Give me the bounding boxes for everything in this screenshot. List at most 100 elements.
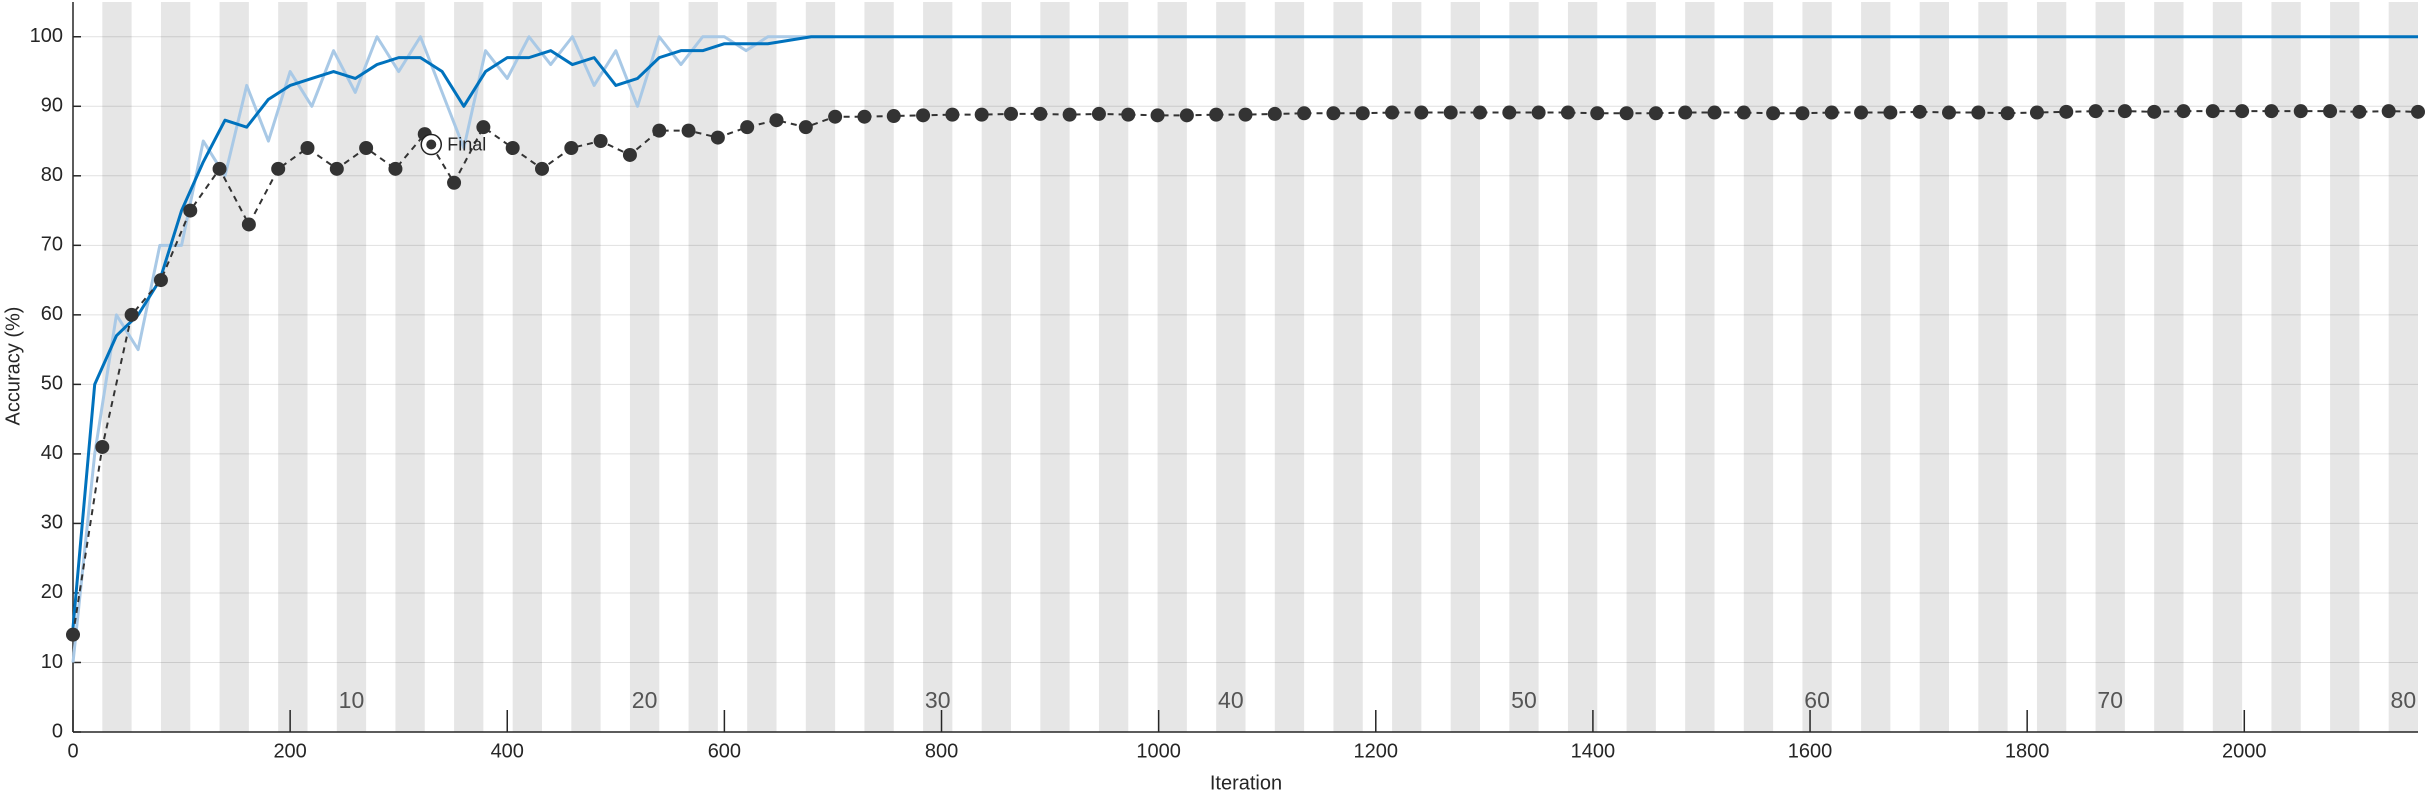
- epoch-band: [1861, 2, 1891, 732]
- x-axis-label: Iteration: [1210, 772, 1282, 794]
- data-point: [212, 161, 227, 176]
- data-point: [2176, 104, 2191, 119]
- x-tick-label: 1800: [2005, 740, 2050, 762]
- series-line: [71, 35, 833, 663]
- data-point: [916, 108, 931, 123]
- data-point: [1414, 105, 1429, 120]
- data-point: [2205, 104, 2220, 119]
- data-point: [2293, 104, 2308, 119]
- epoch-band: [1978, 2, 2008, 732]
- epoch-band: [688, 2, 718, 732]
- x-tick-label: 1600: [1788, 740, 1833, 762]
- data-point: [183, 203, 198, 218]
- data-point: [1971, 105, 1986, 120]
- y-tick-label: 90: [41, 95, 63, 117]
- epoch-band: [219, 2, 249, 732]
- data-point: [710, 130, 725, 145]
- data-point: [1912, 104, 1927, 119]
- data-point: [1942, 105, 1956, 120]
- data-point: [652, 123, 667, 138]
- data-point: [1267, 106, 1282, 121]
- data-point: [857, 109, 872, 124]
- data-point: [1648, 106, 1663, 121]
- x-tick-label: 1000: [1136, 740, 1181, 762]
- epoch-label: 50: [1511, 687, 1537, 713]
- data-point: [1590, 106, 1605, 121]
- data-point: [95, 439, 110, 454]
- data-point: [2088, 104, 2103, 119]
- epoch-band: [160, 2, 191, 732]
- data-point: [886, 109, 901, 124]
- data-point: [945, 107, 960, 122]
- data-point: [153, 273, 168, 288]
- epoch-band: [1509, 2, 1539, 732]
- epoch-band: [278, 2, 308, 732]
- data-point: [1297, 106, 1312, 121]
- epoch-band: [1743, 2, 1774, 732]
- data-point: [1238, 107, 1253, 122]
- x-tick-label: 200: [273, 740, 306, 762]
- data-point: [593, 134, 608, 149]
- data-point: [2147, 104, 2162, 119]
- data-point: [2264, 104, 2279, 119]
- data-point: [1531, 105, 1546, 120]
- data-point: [1502, 105, 1517, 120]
- epoch-band: [1216, 2, 1246, 732]
- epoch-band: [336, 2, 367, 732]
- epoch-label: 60: [1804, 687, 1830, 713]
- data-point: [1443, 105, 1458, 120]
- data-point: [2000, 106, 2015, 121]
- epoch-band: [454, 2, 484, 732]
- epoch-band: [1157, 2, 1187, 732]
- y-tick-label: 10: [41, 651, 63, 673]
- data-point: [1326, 106, 1341, 121]
- epoch-band: [2036, 2, 2067, 732]
- data-point: [2323, 104, 2338, 119]
- data-point: [535, 161, 549, 176]
- data-point: [1121, 107, 1136, 122]
- epoch-band: [1450, 2, 1480, 732]
- epoch-label: 40: [1218, 687, 1244, 713]
- y-tick-label: 40: [41, 442, 63, 464]
- data-point: [1560, 105, 1575, 120]
- data-point: [769, 113, 784, 128]
- epoch-band: [1626, 2, 1656, 732]
- data-point: [359, 141, 374, 155]
- y-tick-label: 50: [41, 373, 63, 395]
- data-point: [1473, 105, 1487, 120]
- epoch-band: [1567, 2, 1598, 732]
- data-point: [300, 141, 315, 155]
- annotation-label: Final: [447, 134, 486, 154]
- data-point: [66, 627, 80, 642]
- epoch-band: [2212, 2, 2243, 732]
- data-point: [1883, 105, 1898, 120]
- data-point: [2117, 104, 2132, 119]
- data-point: [388, 161, 403, 176]
- epoch-band: [1040, 2, 1070, 732]
- data-point: [2029, 105, 2044, 120]
- epoch-band: [1685, 2, 1715, 732]
- epoch-label: 70: [2097, 687, 2123, 713]
- x-tick-label: 2000: [2222, 740, 2267, 762]
- x-tick-label: 800: [925, 740, 958, 762]
- x-tick-label: 0: [67, 740, 78, 762]
- epoch-label: 20: [632, 687, 658, 713]
- data-point: [1004, 106, 1018, 121]
- data-point: [1385, 105, 1400, 120]
- epoch-label: 30: [925, 687, 951, 713]
- data-point: [271, 161, 286, 176]
- data-point: [1062, 107, 1077, 122]
- epoch-band: [2388, 2, 2418, 732]
- y-tick-label: 70: [41, 234, 63, 256]
- y-tick-label: 30: [41, 512, 63, 534]
- epoch-label: 10: [339, 687, 365, 713]
- data-point: [1707, 105, 1722, 120]
- data-point: [1824, 105, 1839, 120]
- data-point: [2235, 104, 2250, 119]
- epoch-band: [1802, 2, 1832, 732]
- data-point: [476, 120, 491, 135]
- data-point: [447, 175, 462, 190]
- data-point: [1091, 106, 1106, 121]
- epoch-band: [571, 2, 601, 732]
